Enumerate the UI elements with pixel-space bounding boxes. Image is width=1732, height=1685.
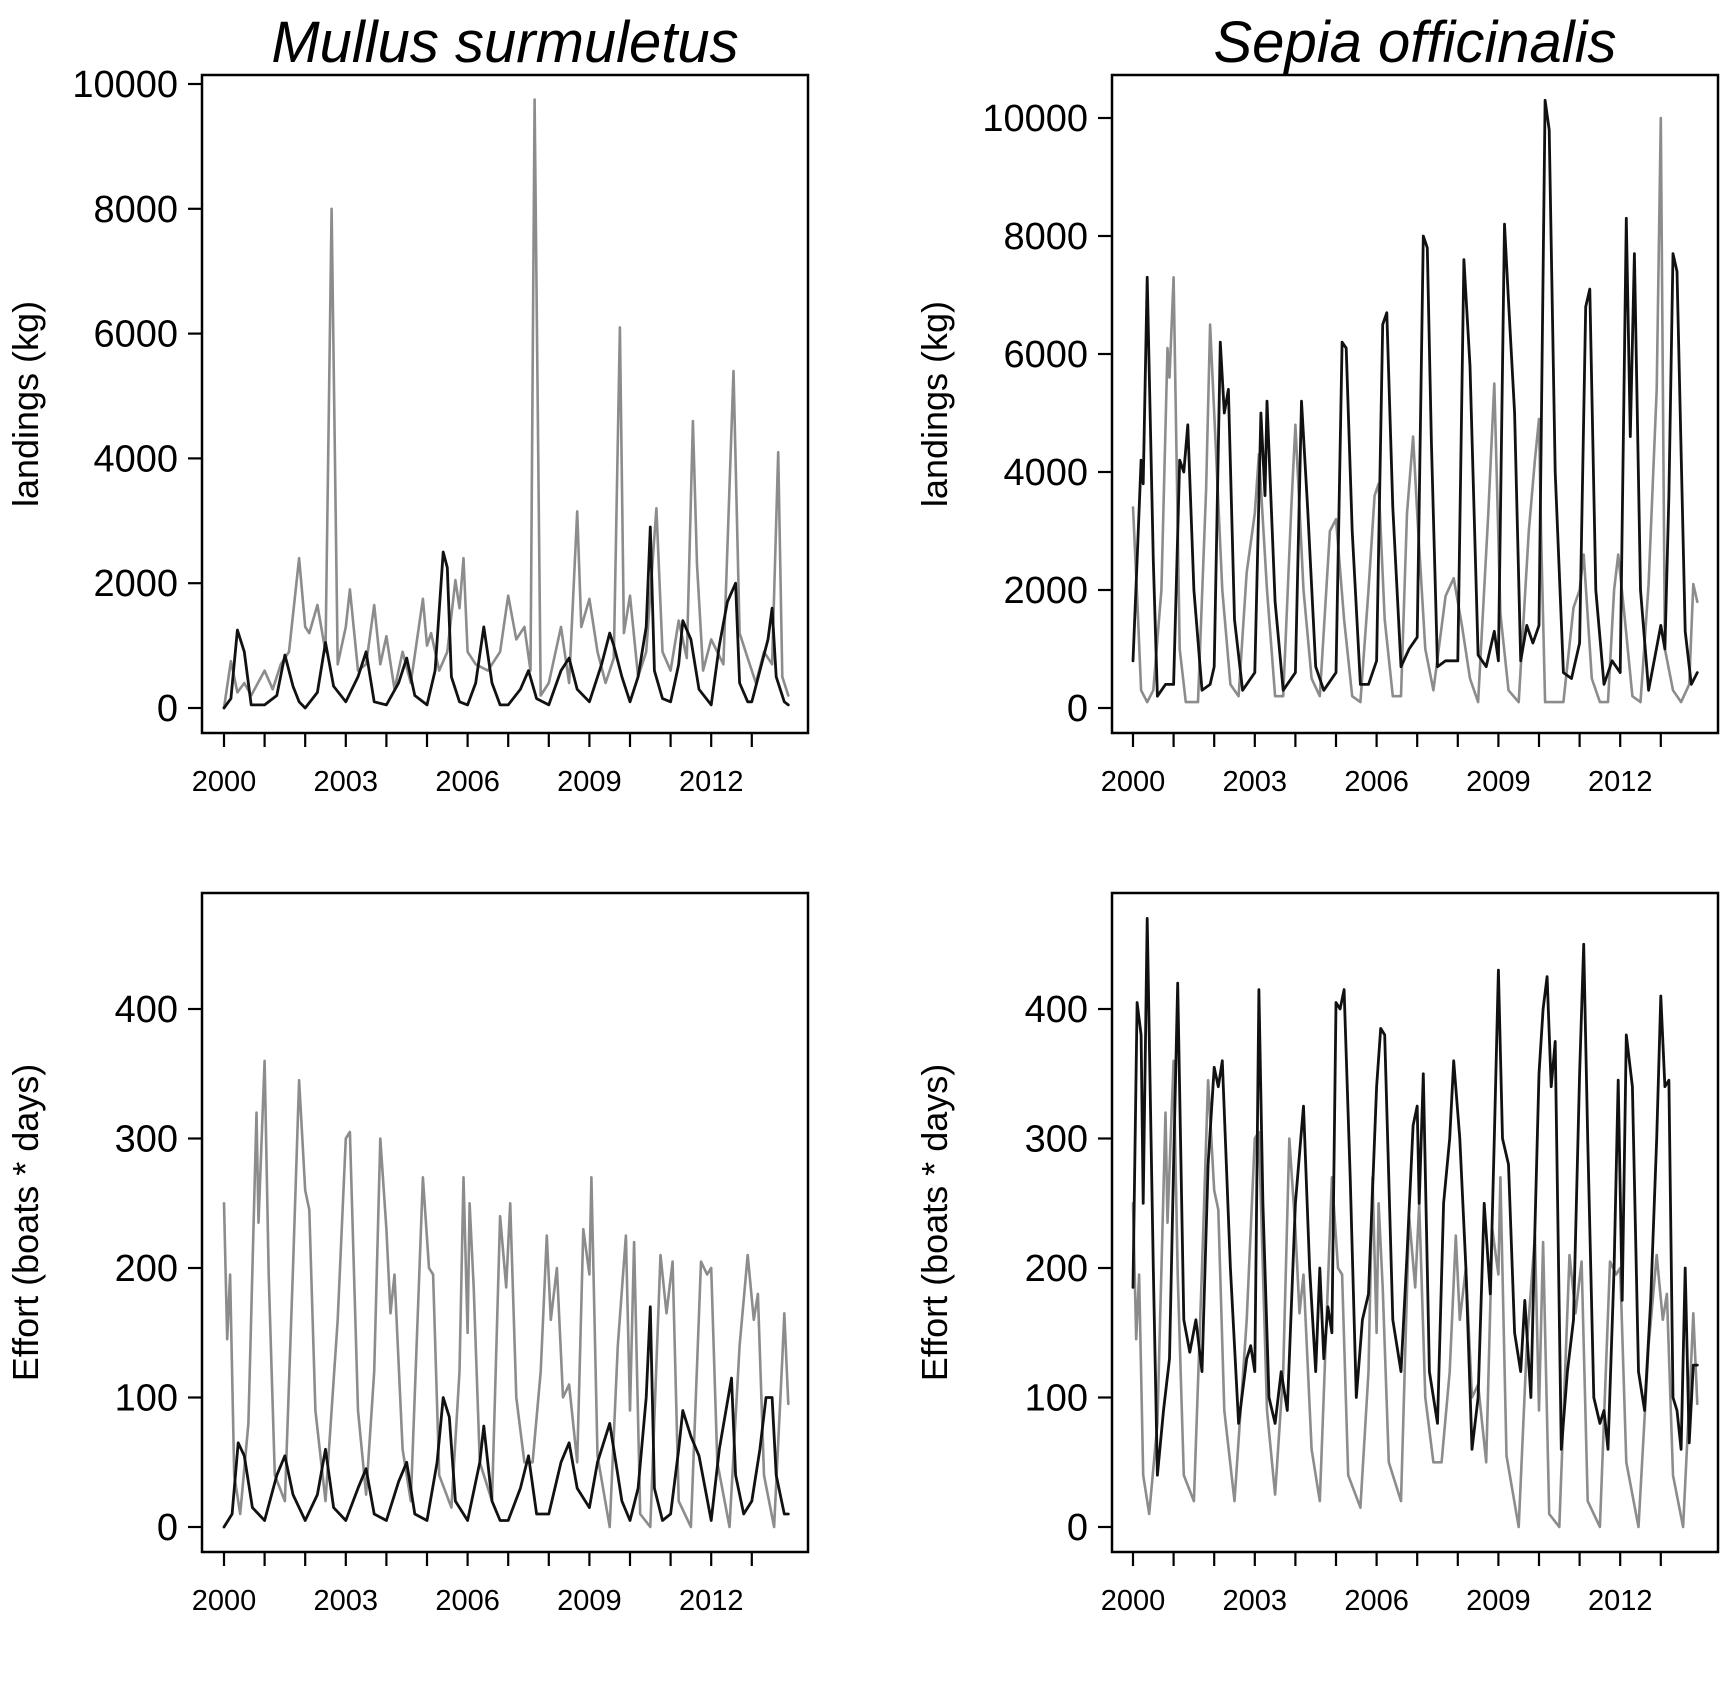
x-tick-label: 2012 <box>1588 766 1653 798</box>
x-tick-label: 2012 <box>679 766 744 798</box>
chart-panel-top-right: Sepia officinalis landings (kg) 0 2000 4000 6… <box>914 10 1720 798</box>
y-tick-label: 6000 <box>93 314 178 356</box>
x-tick-label: 2000 <box>1101 1585 1166 1617</box>
x-tick-label: 2003 <box>314 1585 379 1617</box>
y-tick-label: 100 <box>115 1378 178 1420</box>
series-line-black <box>1131 917 1699 1477</box>
y-tick-label: 0 <box>157 1507 178 1549</box>
plot-frame <box>200 891 810 1554</box>
series-line-black <box>1131 98 1699 698</box>
y-tick-label: 10000 <box>72 64 178 106</box>
y-tick-label: 300 <box>115 1119 178 1161</box>
x-tick-label: 2009 <box>1466 766 1531 798</box>
series-line-black <box>222 525 790 710</box>
x-tick-label: 2006 <box>435 766 500 798</box>
y-tick-label: 200 <box>1025 1248 1088 1290</box>
y-tick-label: 2000 <box>1003 570 1088 612</box>
series-line-black <box>222 1305 790 1529</box>
series-line-grey <box>222 1059 790 1529</box>
y-tick-label: 4000 <box>1003 452 1088 494</box>
x-tick-label: 2009 <box>557 1585 622 1617</box>
y-tick-label: 0 <box>1067 688 1088 730</box>
x-tick-label: 2009 <box>1466 1585 1531 1617</box>
y-axis-label: Effort (boats * days) <box>914 1064 955 1381</box>
y-tick-label: 400 <box>115 989 178 1031</box>
y-axis-label: landings (kg) <box>5 301 46 507</box>
x-tick-label: 2009 <box>557 766 622 798</box>
chart-title: Mullus surmuletus <box>271 10 738 75</box>
x-tick-label: 2000 <box>192 1585 257 1617</box>
y-tick-label: 10000 <box>982 98 1088 140</box>
x-tick-label: 2012 <box>679 1585 744 1617</box>
series-line-grey <box>222 98 790 710</box>
chart-panel-top-left: Mullus surmuletus landings (kg) 0 2000 4000 6… <box>5 10 810 798</box>
chart-title: Sepia officinalis <box>1214 10 1617 75</box>
x-tick-label: 2006 <box>1344 766 1409 798</box>
x-tick-label: 2003 <box>314 766 379 798</box>
series-line-grey <box>1131 116 1699 704</box>
y-tick-label: 4000 <box>93 438 178 480</box>
x-tick-label: 2006 <box>1344 1585 1409 1617</box>
plot-frame <box>1110 73 1720 735</box>
y-axis-label: Effort (boats * days) <box>5 1064 46 1381</box>
x-tick-label: 2000 <box>192 766 257 798</box>
x-tick-label: 2003 <box>1223 1585 1288 1617</box>
y-tick-label: 400 <box>1025 989 1088 1031</box>
y-tick-label: 100 <box>1025 1378 1088 1420</box>
y-axis-label: landings (kg) <box>914 301 955 507</box>
y-tick-label: 300 <box>1025 1119 1088 1161</box>
chart-panel-bottom-left: Effort (boats * days) 0 100 200 300 400 2000 20… <box>5 891 810 1617</box>
y-tick-label: 6000 <box>1003 334 1088 376</box>
x-tick-label: 2012 <box>1588 1585 1653 1617</box>
y-tick-label: 8000 <box>93 189 178 231</box>
y-tick-label: 0 <box>1067 1507 1088 1549</box>
chart-panel-bottom-right: Effort (boats * days) 0 100 200 300 400 2000 20… <box>914 891 1720 1617</box>
y-tick-label: 200 <box>115 1248 178 1290</box>
x-tick-label: 2000 <box>1101 766 1166 798</box>
x-tick-label: 2003 <box>1223 766 1288 798</box>
y-tick-label: 0 <box>157 688 178 730</box>
plot-frame <box>1110 891 1720 1554</box>
x-tick-label: 2006 <box>435 1585 500 1617</box>
y-tick-label: 2000 <box>93 563 178 605</box>
plot-frame <box>200 73 810 735</box>
y-tick-label: 8000 <box>1003 216 1088 258</box>
